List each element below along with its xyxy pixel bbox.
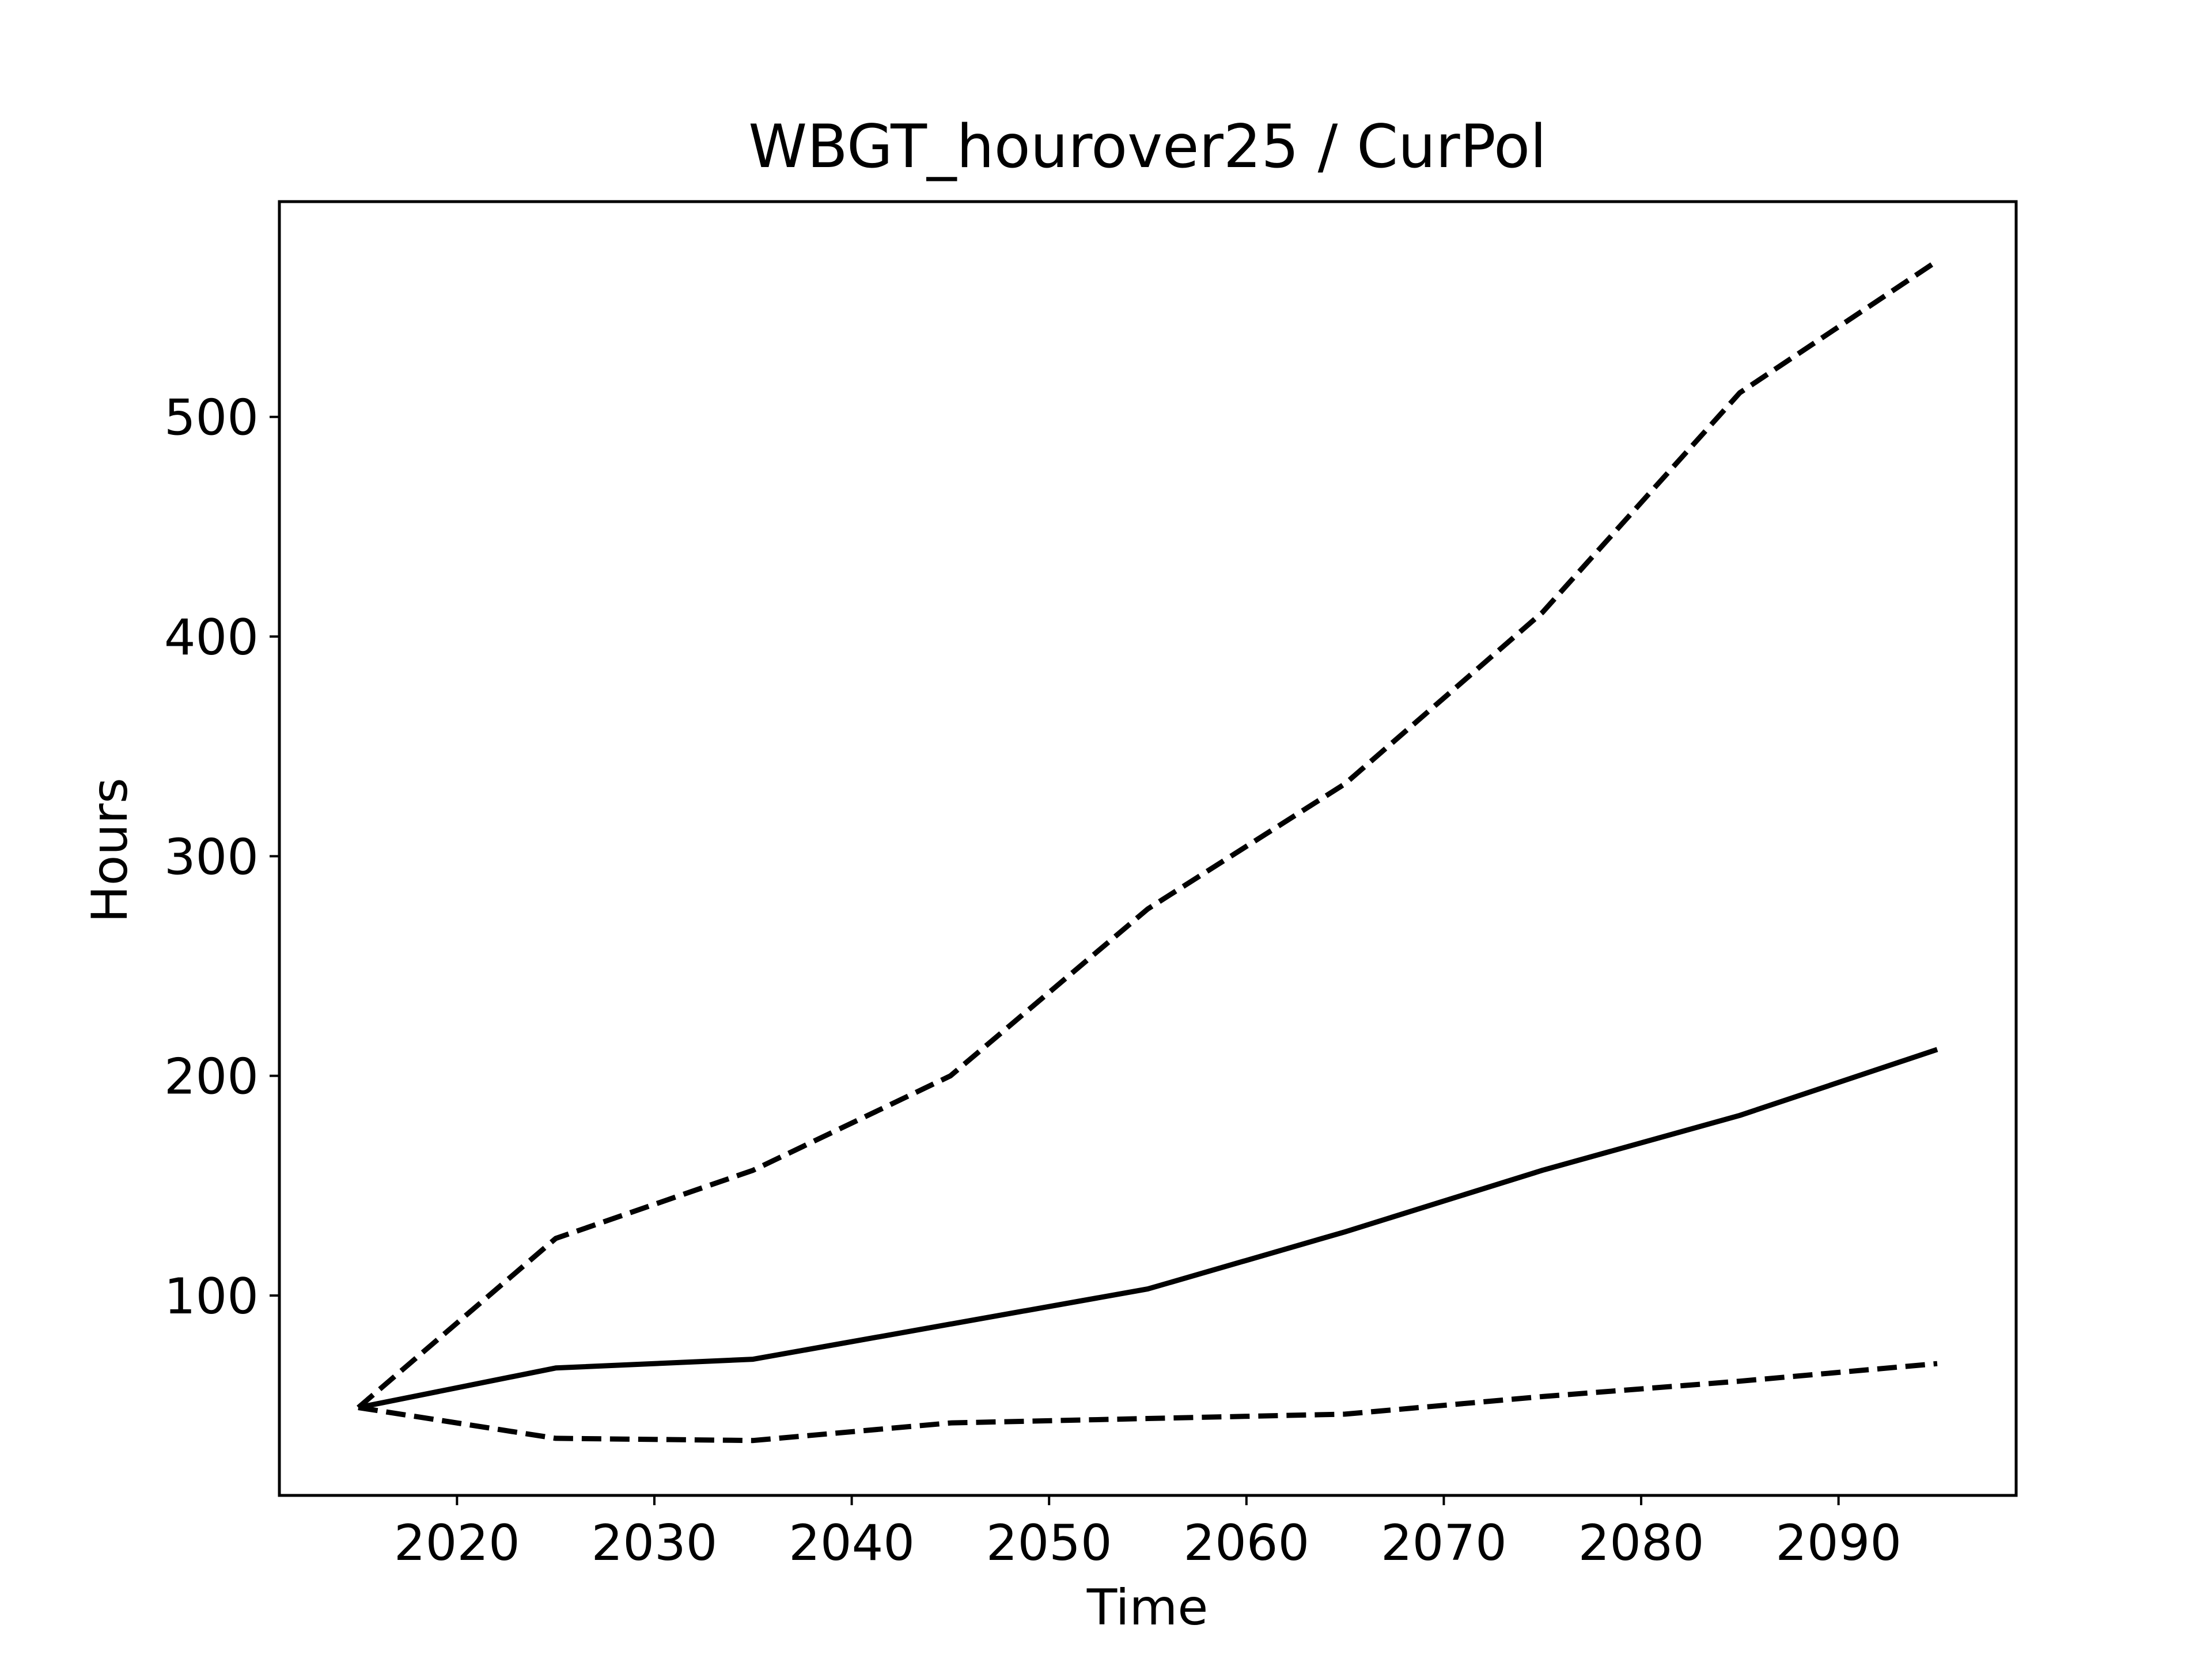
- y-tick-label: 500: [164, 389, 259, 447]
- chart-title: WBGT_hourover25 / CurPol: [748, 112, 1546, 181]
- x-tick-label: 2080: [1578, 1514, 1705, 1572]
- x-tick-label: 2040: [789, 1514, 915, 1572]
- x-tick-label: 2050: [986, 1514, 1112, 1572]
- y-axis-ticks: 100 200 300 400 500: [164, 389, 279, 1325]
- y-tick-label: 200: [164, 1048, 259, 1106]
- y-tick-label: 400: [164, 609, 259, 666]
- x-tick-label: 2060: [1183, 1514, 1309, 1572]
- x-tick-label: 2090: [1775, 1514, 1902, 1572]
- y-axis-label: Hours: [81, 778, 139, 923]
- plot-area: [278, 200, 2018, 1497]
- x-tick-label: 2030: [592, 1514, 718, 1572]
- lower-bound-series-line: [358, 1361, 1938, 1444]
- x-tick-label: 2020: [394, 1514, 520, 1572]
- axes-frame: [278, 200, 2018, 1497]
- y-tick-label: 100: [164, 1268, 259, 1325]
- x-axis-label: Time: [1086, 1579, 1208, 1637]
- x-tick-label: 2070: [1381, 1514, 1507, 1572]
- y-tick-label: 300: [164, 828, 259, 886]
- series-layer: [357, 259, 1939, 1444]
- median-series-line: [358, 1047, 1938, 1410]
- upper-bound-series-line: [357, 259, 1939, 1410]
- x-axis-ticks: 2020 2030 2040 2050 2060 2070 2080 2090: [394, 1495, 1902, 1572]
